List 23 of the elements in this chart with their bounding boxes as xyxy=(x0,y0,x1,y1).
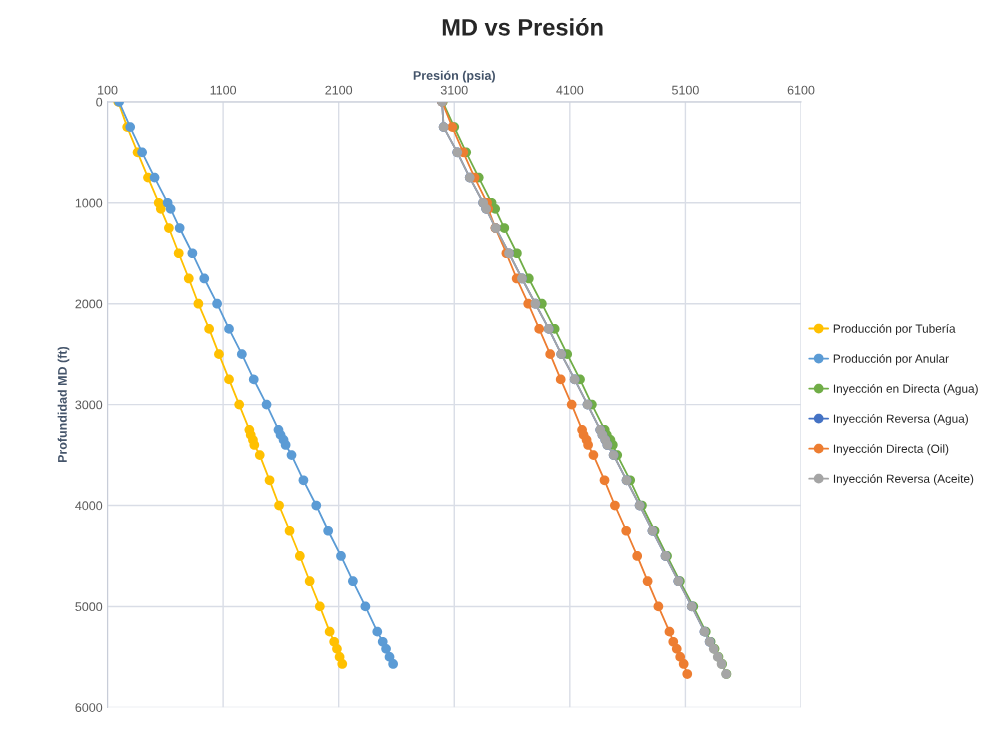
legend-label: Producción por Tubería xyxy=(833,323,956,336)
legend-label: Inyección Reversa (Aceite) xyxy=(833,474,974,486)
y-tick-label: 5000 xyxy=(75,602,103,612)
x-tick-label: 100 xyxy=(98,85,118,95)
legend-label: Inyección Directa (Oil) xyxy=(833,444,949,456)
y-tick-label: 3000 xyxy=(75,400,103,410)
legend-label: Producción por Anular xyxy=(833,354,949,366)
y-tick-label: 1000 xyxy=(75,198,103,208)
y-axis-title: Profundidad MD (ft) xyxy=(57,346,70,463)
x-tick-label: 5100 xyxy=(672,85,699,95)
legend-label: Inyección Reversa (Agua) xyxy=(833,414,968,426)
x-tick-label: 3100 xyxy=(440,85,468,95)
y-tick-label: 0 xyxy=(96,97,103,107)
legend-label: Inyección en Directa (Agua) xyxy=(833,384,978,396)
y-tick-label: 6000 xyxy=(75,703,103,712)
y-tick-label: 2000 xyxy=(75,299,103,309)
x-tick-label: 2100 xyxy=(325,85,353,95)
x-tick-label: 4100 xyxy=(556,85,584,95)
chart-title: MD vs Presión xyxy=(442,18,603,36)
x-tick-label: 6100 xyxy=(787,85,815,95)
y-tick-label: 4000 xyxy=(75,501,103,511)
x-axis-title: Presión (psia) xyxy=(413,70,495,83)
x-tick-label: 1100 xyxy=(210,85,237,95)
